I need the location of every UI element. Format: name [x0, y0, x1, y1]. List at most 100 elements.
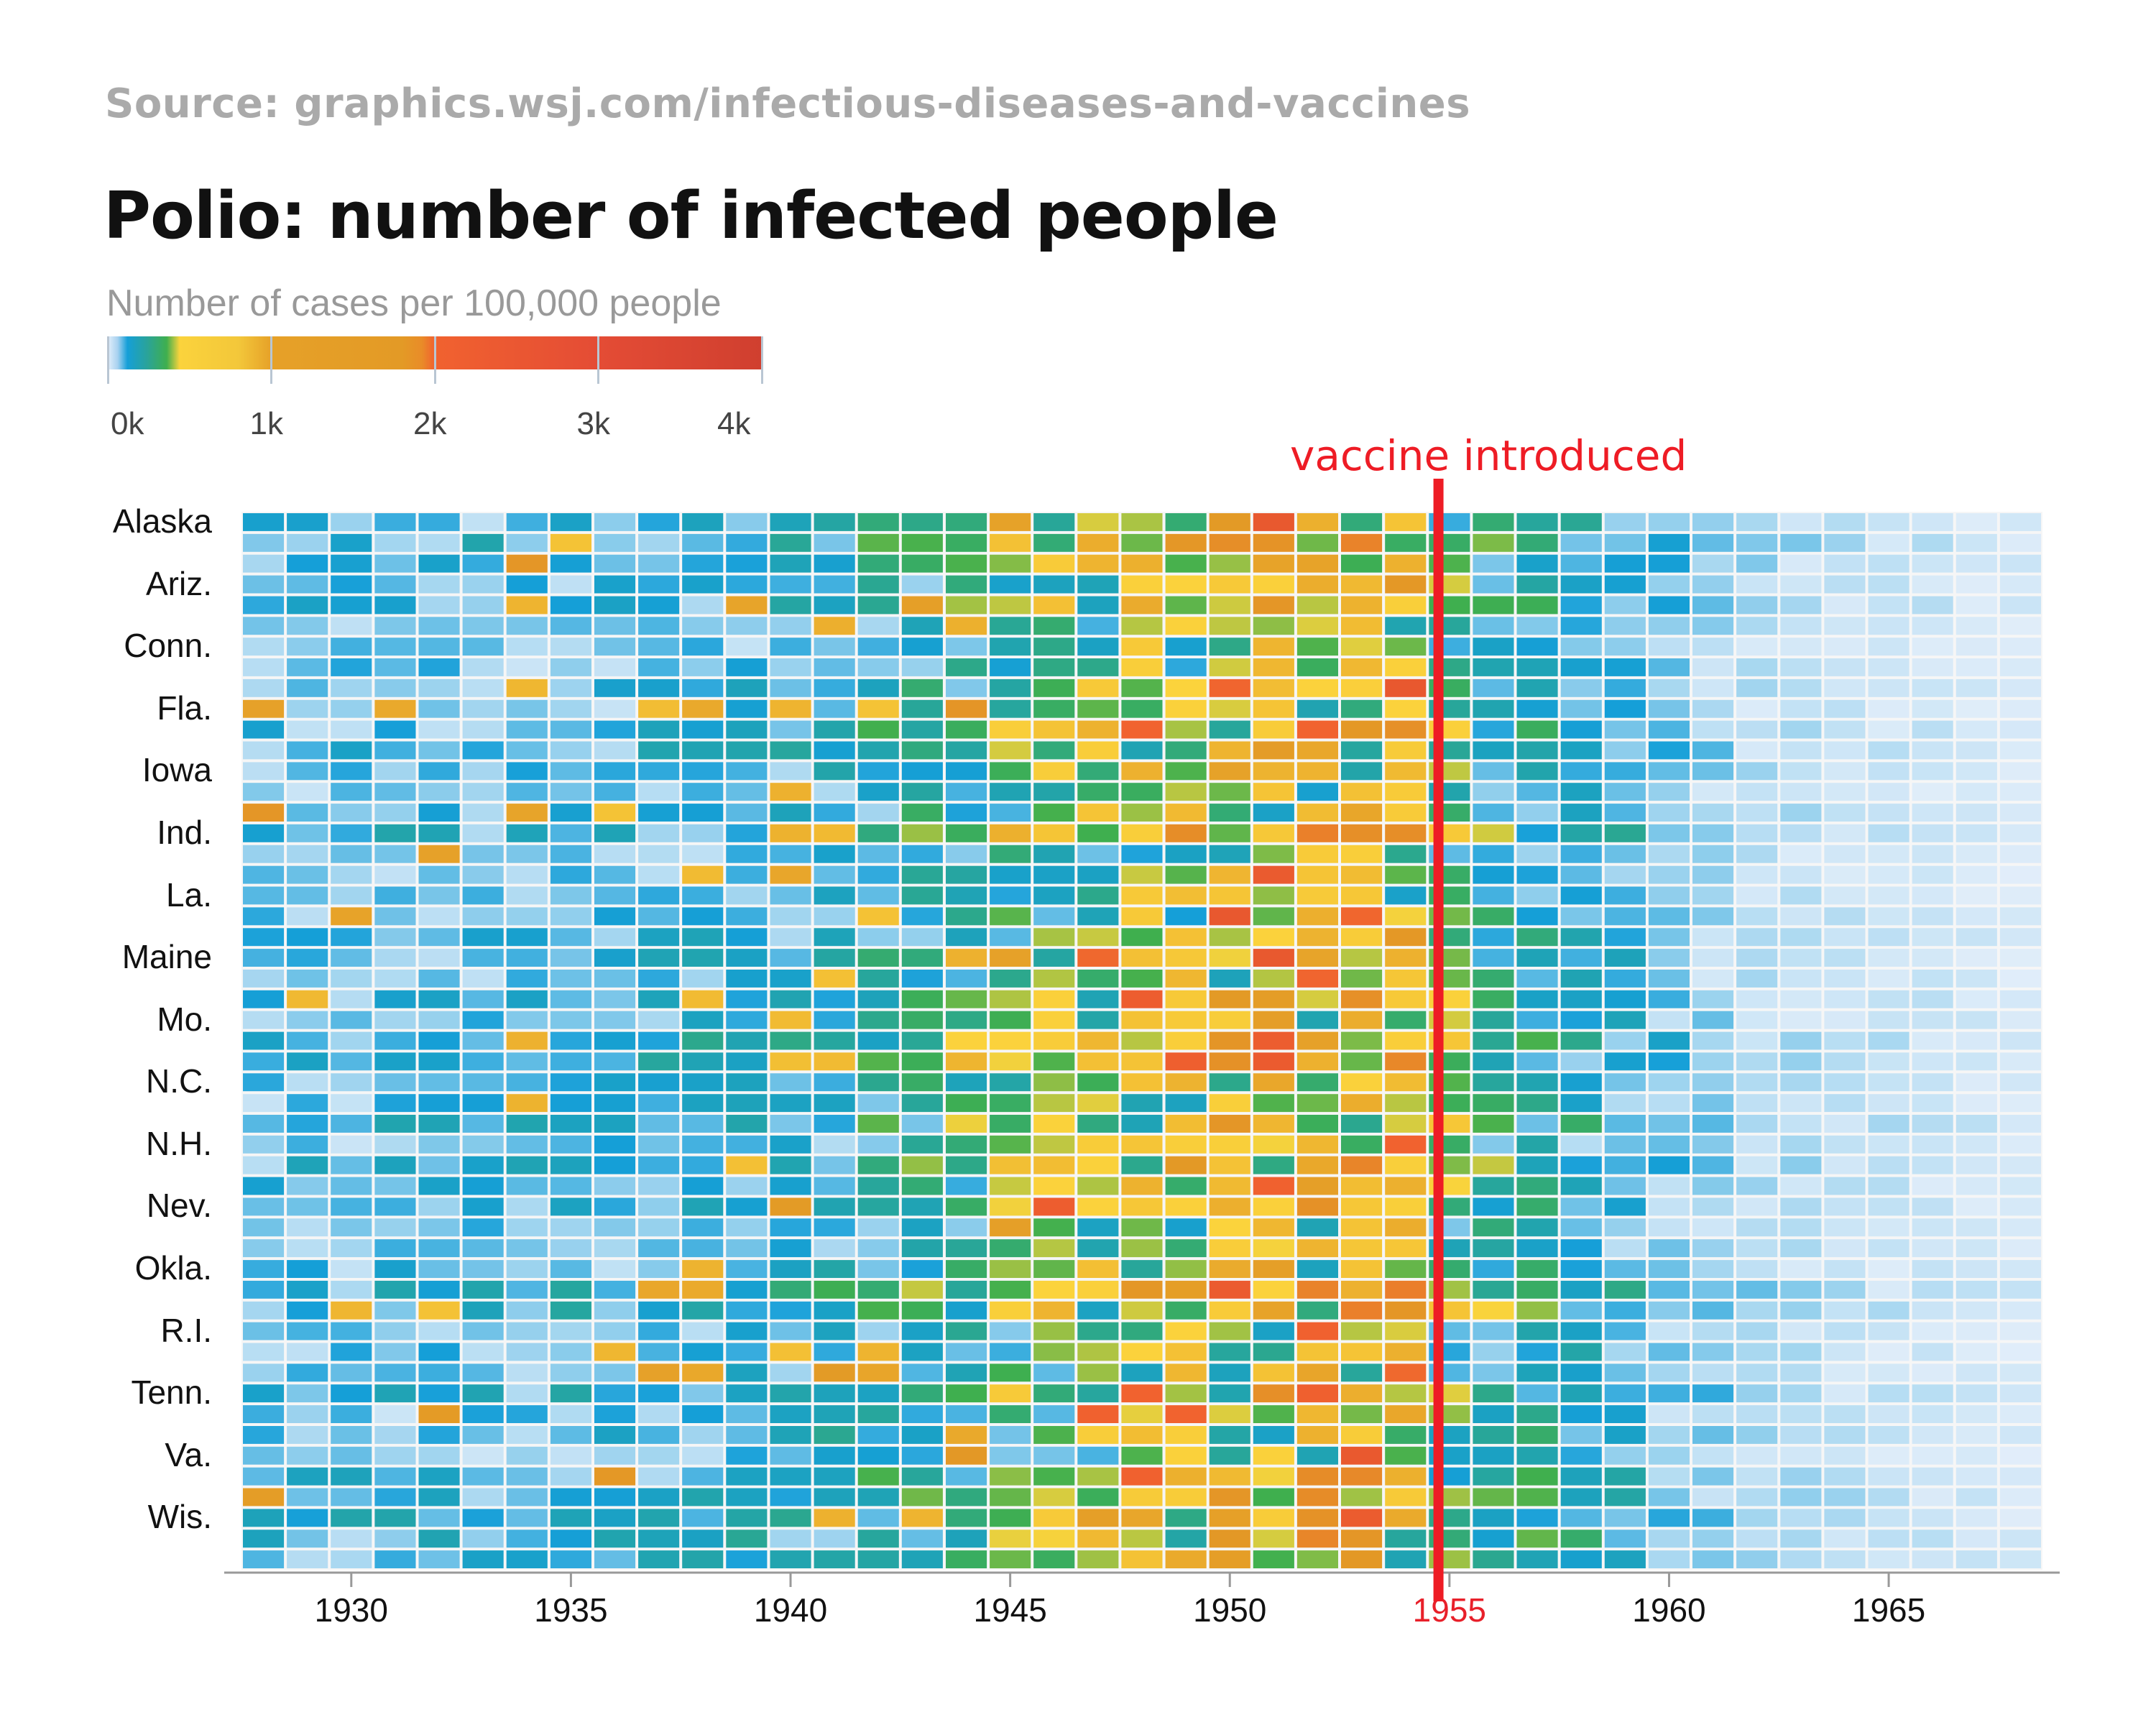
heatmap-cell: [990, 1343, 1031, 1361]
heatmap-cell: [638, 762, 680, 781]
heatmap-cell: [1692, 1094, 1734, 1113]
heatmap-cell: [1473, 1073, 1514, 1092]
legend-tick: [760, 336, 763, 384]
heatmap-cell: [418, 1301, 460, 1320]
heatmap-cell: [1033, 1094, 1075, 1113]
heatmap-cell: [1955, 1343, 1997, 1361]
heatmap-cell: [1692, 804, 1734, 822]
heatmap-cell: [770, 886, 811, 905]
heatmap-cell: [726, 699, 768, 718]
heatmap-cell: [1648, 1031, 1690, 1050]
heatmap-cell: [594, 865, 636, 884]
heatmap-cell: [1604, 1031, 1646, 1050]
heatmap-cell: [1736, 658, 1778, 676]
heatmap-cell: [726, 1218, 768, 1237]
heatmap-cell: [1165, 804, 1207, 822]
heatmap-cell: [1912, 741, 1953, 760]
heatmap-cell: [1692, 783, 1734, 801]
heatmap-cell: [1912, 1488, 1953, 1506]
heatmap-cell: [243, 1011, 285, 1029]
heatmap-cell: [1077, 1405, 1119, 1423]
heatmap-cell: [462, 1094, 504, 1113]
heatmap-cell: [1912, 1405, 1953, 1423]
heatmap-cell: [638, 990, 680, 1008]
heatmap-cell: [1121, 554, 1163, 573]
heatmap-cell: [1648, 1052, 1690, 1071]
heatmap-cell: [1999, 1322, 2041, 1340]
heatmap-cell: [770, 554, 811, 573]
heatmap-cell: [1736, 1115, 1778, 1133]
heatmap-cell: [857, 762, 899, 781]
heatmap-cell: [1516, 1135, 1558, 1154]
heatmap-cell: [901, 1073, 943, 1092]
heatmap-cell: [418, 1177, 460, 1195]
heatmap-cell: [506, 886, 548, 905]
heatmap-cell: [550, 678, 591, 697]
heatmap-cell: [1912, 1322, 1953, 1340]
heatmap-cell: [1473, 804, 1514, 822]
heatmap-cell: [1033, 886, 1075, 905]
heatmap-cell: [1121, 1280, 1163, 1299]
heatmap-cell: [1604, 741, 1646, 760]
heatmap-cell: [1560, 1426, 1602, 1444]
heatmap-cell: [1648, 678, 1690, 697]
heatmap-cell: [418, 533, 460, 552]
heatmap-cell: [1648, 1405, 1690, 1423]
heatmap-cell: [770, 1094, 811, 1113]
heatmap-cell: [506, 1115, 548, 1133]
heatmap-cell: [1692, 762, 1734, 781]
heatmap-cell: [1253, 1301, 1294, 1320]
heatmap-cell: [1253, 1322, 1294, 1340]
heatmap-cell: [1955, 1031, 1997, 1050]
heatmap-cell: [1209, 804, 1250, 822]
heatmap-cell: [1824, 513, 1866, 531]
heatmap-cell: [857, 1343, 899, 1361]
heatmap-cell: [1033, 762, 1075, 781]
heatmap-cell: [1692, 1156, 1734, 1174]
heatmap-cell: [1296, 596, 1338, 615]
heatmap-cell: [990, 720, 1031, 739]
heatmap-cell: [1209, 617, 1250, 635]
heatmap-cell: [1912, 1115, 1953, 1133]
heatmap-cell: [550, 1488, 591, 1506]
heatmap-cell: [1692, 617, 1734, 635]
heatmap-cell: [1824, 886, 1866, 905]
heatmap-cell: [726, 845, 768, 863]
heatmap-cell: [1868, 533, 1909, 552]
heatmap-cell: [1516, 720, 1558, 739]
heatmap-cell: [990, 1031, 1031, 1050]
heatmap-cell: [287, 1177, 328, 1195]
heatmap-cell: [946, 1156, 987, 1174]
heatmap-cell: [1560, 720, 1602, 739]
heatmap-cell: [418, 1280, 460, 1299]
heatmap-cell: [990, 1301, 1031, 1320]
heatmap-cell: [1824, 575, 1866, 594]
heatmap-cell: [770, 1177, 811, 1195]
heatmap-cell: [770, 1031, 811, 1050]
heatmap-cell: [1955, 1530, 1997, 1548]
heatmap-cell: [1648, 1550, 1690, 1568]
heatmap-cell: [1999, 804, 2041, 822]
heatmap-cell: [462, 949, 504, 967]
heatmap-cell: [550, 928, 591, 947]
heatmap-cell: [814, 1426, 855, 1444]
heatmap-cell: [331, 928, 372, 947]
heatmap-cell: [1121, 1488, 1163, 1506]
heatmap-cell: [1736, 1177, 1778, 1195]
heatmap-cell: [946, 658, 987, 676]
heatmap-cell: [638, 824, 680, 842]
heatmap-cell: [1692, 1384, 1734, 1403]
heatmap-cell: [1473, 783, 1514, 801]
heatmap-cell: [1209, 533, 1250, 552]
x-tick-label: 1955: [1412, 1591, 1487, 1629]
heatmap-cell: [1780, 1115, 1822, 1133]
heatmap-cell: [1824, 1218, 1866, 1237]
heatmap-cell: [1912, 1509, 1953, 1527]
heatmap-cell: [726, 1197, 768, 1216]
heatmap-cell: [1165, 1239, 1207, 1258]
heatmap-cell: [462, 554, 504, 573]
heatmap-cell: [594, 678, 636, 697]
y-row-label: La.: [166, 875, 212, 914]
heatmap-cell: [1692, 1260, 1734, 1278]
heatmap-cell: [946, 1467, 987, 1486]
